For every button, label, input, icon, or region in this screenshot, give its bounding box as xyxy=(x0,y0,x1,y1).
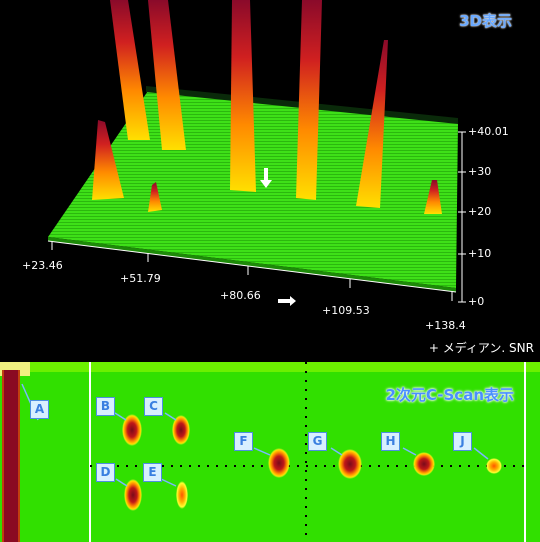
marker-j[interactable]: J xyxy=(453,432,472,451)
z-tick-label: +10 xyxy=(468,247,492,260)
indication-a-bar xyxy=(4,370,18,542)
marker-b[interactable]: B xyxy=(96,397,115,416)
marker-g[interactable]: G xyxy=(308,432,327,451)
indication-c xyxy=(172,415,190,445)
spike xyxy=(230,0,256,192)
indication-h xyxy=(413,452,435,476)
cscan-panel[interactable]: 2次元C-Scan表示 A B C D E F G H J xyxy=(0,362,540,542)
3d-surface-plot xyxy=(47,0,466,306)
indication-d xyxy=(124,479,142,511)
spike xyxy=(424,180,442,214)
indication-j xyxy=(486,458,502,474)
marker-a[interactable]: A xyxy=(30,400,49,419)
cscan-map xyxy=(0,362,540,542)
3d-view-panel[interactable]: 3D表示 +23.46 +51.79 +80.66 +109.53 +138.4… xyxy=(0,0,540,360)
arrow-right-icon xyxy=(278,296,296,306)
x-tick-label: +80.66 xyxy=(220,289,261,302)
spike xyxy=(148,0,186,150)
x-tick-label: +51.79 xyxy=(120,272,161,285)
surface-front-edge xyxy=(48,237,456,292)
spike xyxy=(110,0,150,140)
marker-e[interactable]: E xyxy=(143,463,162,482)
x-axis-line xyxy=(47,240,457,293)
marker-h[interactable]: H xyxy=(381,432,400,451)
marker-f[interactable]: F xyxy=(234,432,253,451)
arrow-down-icon xyxy=(260,168,272,188)
x-tick-label: +138.4 xyxy=(425,319,466,332)
spike xyxy=(92,120,124,200)
indication-g xyxy=(338,449,362,479)
marker-c[interactable]: C xyxy=(144,397,163,416)
3d-view-title: 3D表示 xyxy=(459,12,512,30)
z-tick-label: +40.01 xyxy=(468,125,509,138)
spike xyxy=(148,182,162,212)
z-tick-label: +30 xyxy=(468,165,492,178)
cscan-title: 2次元C-Scan表示 xyxy=(385,386,514,404)
z-tick-label: +20 xyxy=(468,205,492,218)
median-snr-legend: + メディアン. SNR xyxy=(428,341,534,355)
spike xyxy=(356,40,388,208)
z-tick-label: +0 xyxy=(468,295,485,308)
indication-f xyxy=(268,448,290,478)
indication-e xyxy=(176,481,188,509)
marker-d[interactable]: D xyxy=(96,463,115,482)
spike xyxy=(296,0,322,200)
indication-b xyxy=(122,414,142,446)
x-tick-label: +23.46 xyxy=(22,259,63,272)
x-tick-label: +109.53 xyxy=(322,304,370,317)
